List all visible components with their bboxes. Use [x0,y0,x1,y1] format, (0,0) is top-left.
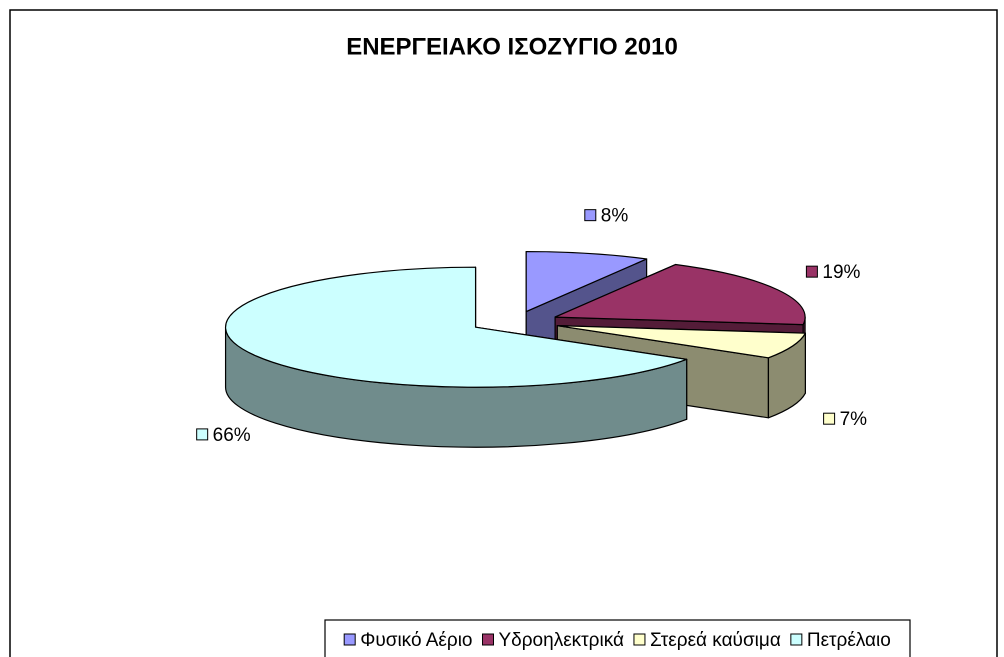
legend-marker [343,633,356,646]
label-marker [805,265,818,278]
chart-title: ΕΝΕΡΓΕΙΑΚΟ ΙΣΟΖΥΓΙΟ 2010 [346,33,678,60]
slice [224,266,688,388]
legend-marker [482,633,494,646]
legend-label: Φυσικό Αέριο [360,630,472,651]
legend-label: Στερεά καύσιμα [650,630,781,651]
label-marker [823,412,836,425]
data-label: 8% [601,206,629,227]
label-marker [584,209,597,222]
data-label: 66% [213,425,251,446]
legend-box [324,619,911,657]
data-label: 7% [840,409,868,430]
legend-marker [633,633,646,646]
label-marker [196,428,209,441]
slice [525,250,648,313]
legend-label: Πετρέλαιο [807,630,891,651]
data-label: 19% [822,262,860,283]
legend-marker [790,633,803,646]
pie [224,250,806,448]
legend-label: Υδροηλεκτρικά [499,630,624,651]
slice [554,263,806,326]
slice [556,325,806,359]
